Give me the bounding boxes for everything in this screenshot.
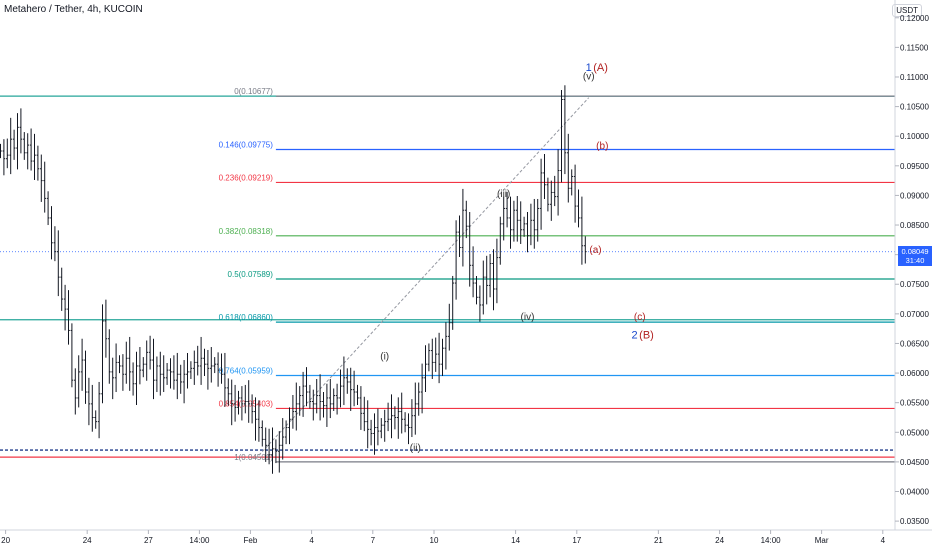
- last-price: 0.08049: [901, 246, 929, 256]
- price-tick-label: 0.11000: [900, 73, 929, 82]
- fib-levels: 0(0.10677) 0.146(0.09775) 0.236(0.09219) 0.…: [0, 87, 895, 463]
- price-tick-label: 0.09500: [900, 162, 929, 171]
- price-tick-label: 0.06500: [900, 339, 929, 348]
- price-tick-label: 0.08500: [900, 221, 929, 230]
- trend-line: [255, 97, 590, 460]
- price-tick-label: 0.07000: [900, 310, 929, 319]
- symbol-title: Metahero / Tether, 4h, KUCOIN: [4, 4, 143, 15]
- time-axis: 20 24 27 14:00 Feb 4 7 10 14 17 21 24 14:00 Mar 4: [1, 530, 886, 545]
- chart-labels: 1 (A)(v) (b) (iii) (a) (iv) (c) 2 (B) (i) (ii): [380, 62, 654, 454]
- fib-level-label: 0.764(0.05959): [219, 367, 274, 376]
- wave-label: 1: [586, 62, 592, 74]
- price-tick-label: 0.07500: [900, 280, 929, 289]
- candlesticks: [0, 85, 587, 474]
- time-tick-label: 24: [83, 536, 92, 545]
- time-tick-label: 14:00: [761, 536, 782, 545]
- fib-level-label: 0.236(0.09219): [219, 173, 274, 182]
- price-tick-label: 0.04500: [900, 458, 929, 467]
- time-tick-label: 24: [715, 536, 724, 545]
- time-tick-label: 14: [511, 536, 520, 545]
- price-tick-label: 0.10000: [900, 132, 929, 141]
- fib-level-label: 0.146(0.09775): [219, 141, 274, 150]
- time-tick-label: 14:00: [189, 536, 210, 545]
- price-tick-label: 0.09000: [900, 191, 929, 200]
- price-tick-label: 0.11500: [900, 43, 929, 52]
- wave-label: (a): [589, 245, 601, 256]
- time-tick-label: Feb: [244, 536, 258, 545]
- price-tick-label: 0.04000: [900, 488, 929, 497]
- fib-level-label: 0(0.10677): [234, 87, 273, 96]
- wave-label: (ii): [410, 443, 421, 454]
- fib-level-label: 0.618(0.06860): [219, 313, 274, 322]
- wave-label: (i): [380, 351, 389, 362]
- price-axis: 0.12000 0.11500 0.11000 0.10500 0.10000 0.095…: [0, 0, 932, 531]
- price-tick-label: 0.05000: [900, 428, 929, 437]
- wave-label: (v): [583, 71, 595, 82]
- wave-label: (c): [634, 312, 646, 323]
- wave-label: (iii): [497, 189, 510, 200]
- price-tick-label: 0.05500: [900, 399, 929, 408]
- time-tick-label: 17: [572, 536, 581, 545]
- time-tick-label: 4: [881, 536, 886, 545]
- time-tick-label: Mar: [815, 536, 829, 545]
- price-tick-label: 0.10500: [900, 103, 929, 112]
- last-price-tag: 0.08049 31:40: [898, 245, 932, 266]
- time-tick-label: 7: [371, 536, 376, 545]
- wave-label: (A): [593, 62, 608, 74]
- wave-label: (iv): [521, 312, 535, 323]
- price-tick-label: 0.06000: [900, 369, 929, 378]
- wave-label: (B): [639, 330, 654, 342]
- price-tick-label: 0.12000: [900, 14, 929, 23]
- wave-label: (b): [596, 141, 608, 152]
- time-tick-label: 10: [430, 536, 439, 545]
- bar-countdown: 31:40: [905, 255, 925, 265]
- fib-level-label: 0.854(0.05403): [219, 399, 274, 408]
- trend-line-dashed: [255, 97, 590, 460]
- currency-badge[interactable]: USDT: [892, 4, 922, 17]
- fib-level-label: 0.382(0.08318): [219, 227, 274, 236]
- time-tick-label: 4: [309, 536, 314, 545]
- time-tick-label: 21: [654, 536, 663, 545]
- wave-label: 2: [632, 330, 638, 342]
- fib-level-label: 1(0.04501): [234, 453, 273, 462]
- time-tick-label: 20: [1, 536, 10, 545]
- price-tick-label: 0.03500: [900, 517, 929, 526]
- fib-level-label: 0.5(0.07589): [228, 270, 274, 279]
- time-tick-label: 27: [144, 536, 153, 545]
